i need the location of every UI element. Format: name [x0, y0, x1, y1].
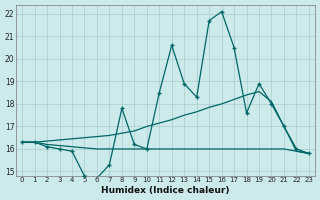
- X-axis label: Humidex (Indice chaleur): Humidex (Indice chaleur): [101, 186, 230, 195]
